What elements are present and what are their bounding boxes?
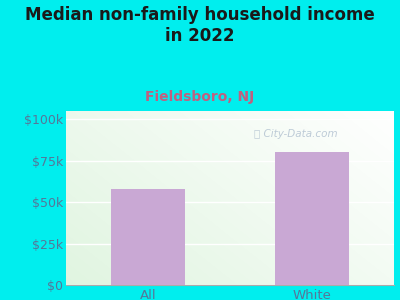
Bar [275, 152, 349, 285]
Bar [111, 189, 185, 285]
Text: Fieldsboro, NJ: Fieldsboro, NJ [145, 90, 255, 104]
Text: Median non-family household income
in 2022: Median non-family household income in 20… [25, 6, 375, 45]
Text: ⓘ City-Data.com: ⓘ City-Data.com [254, 129, 338, 139]
